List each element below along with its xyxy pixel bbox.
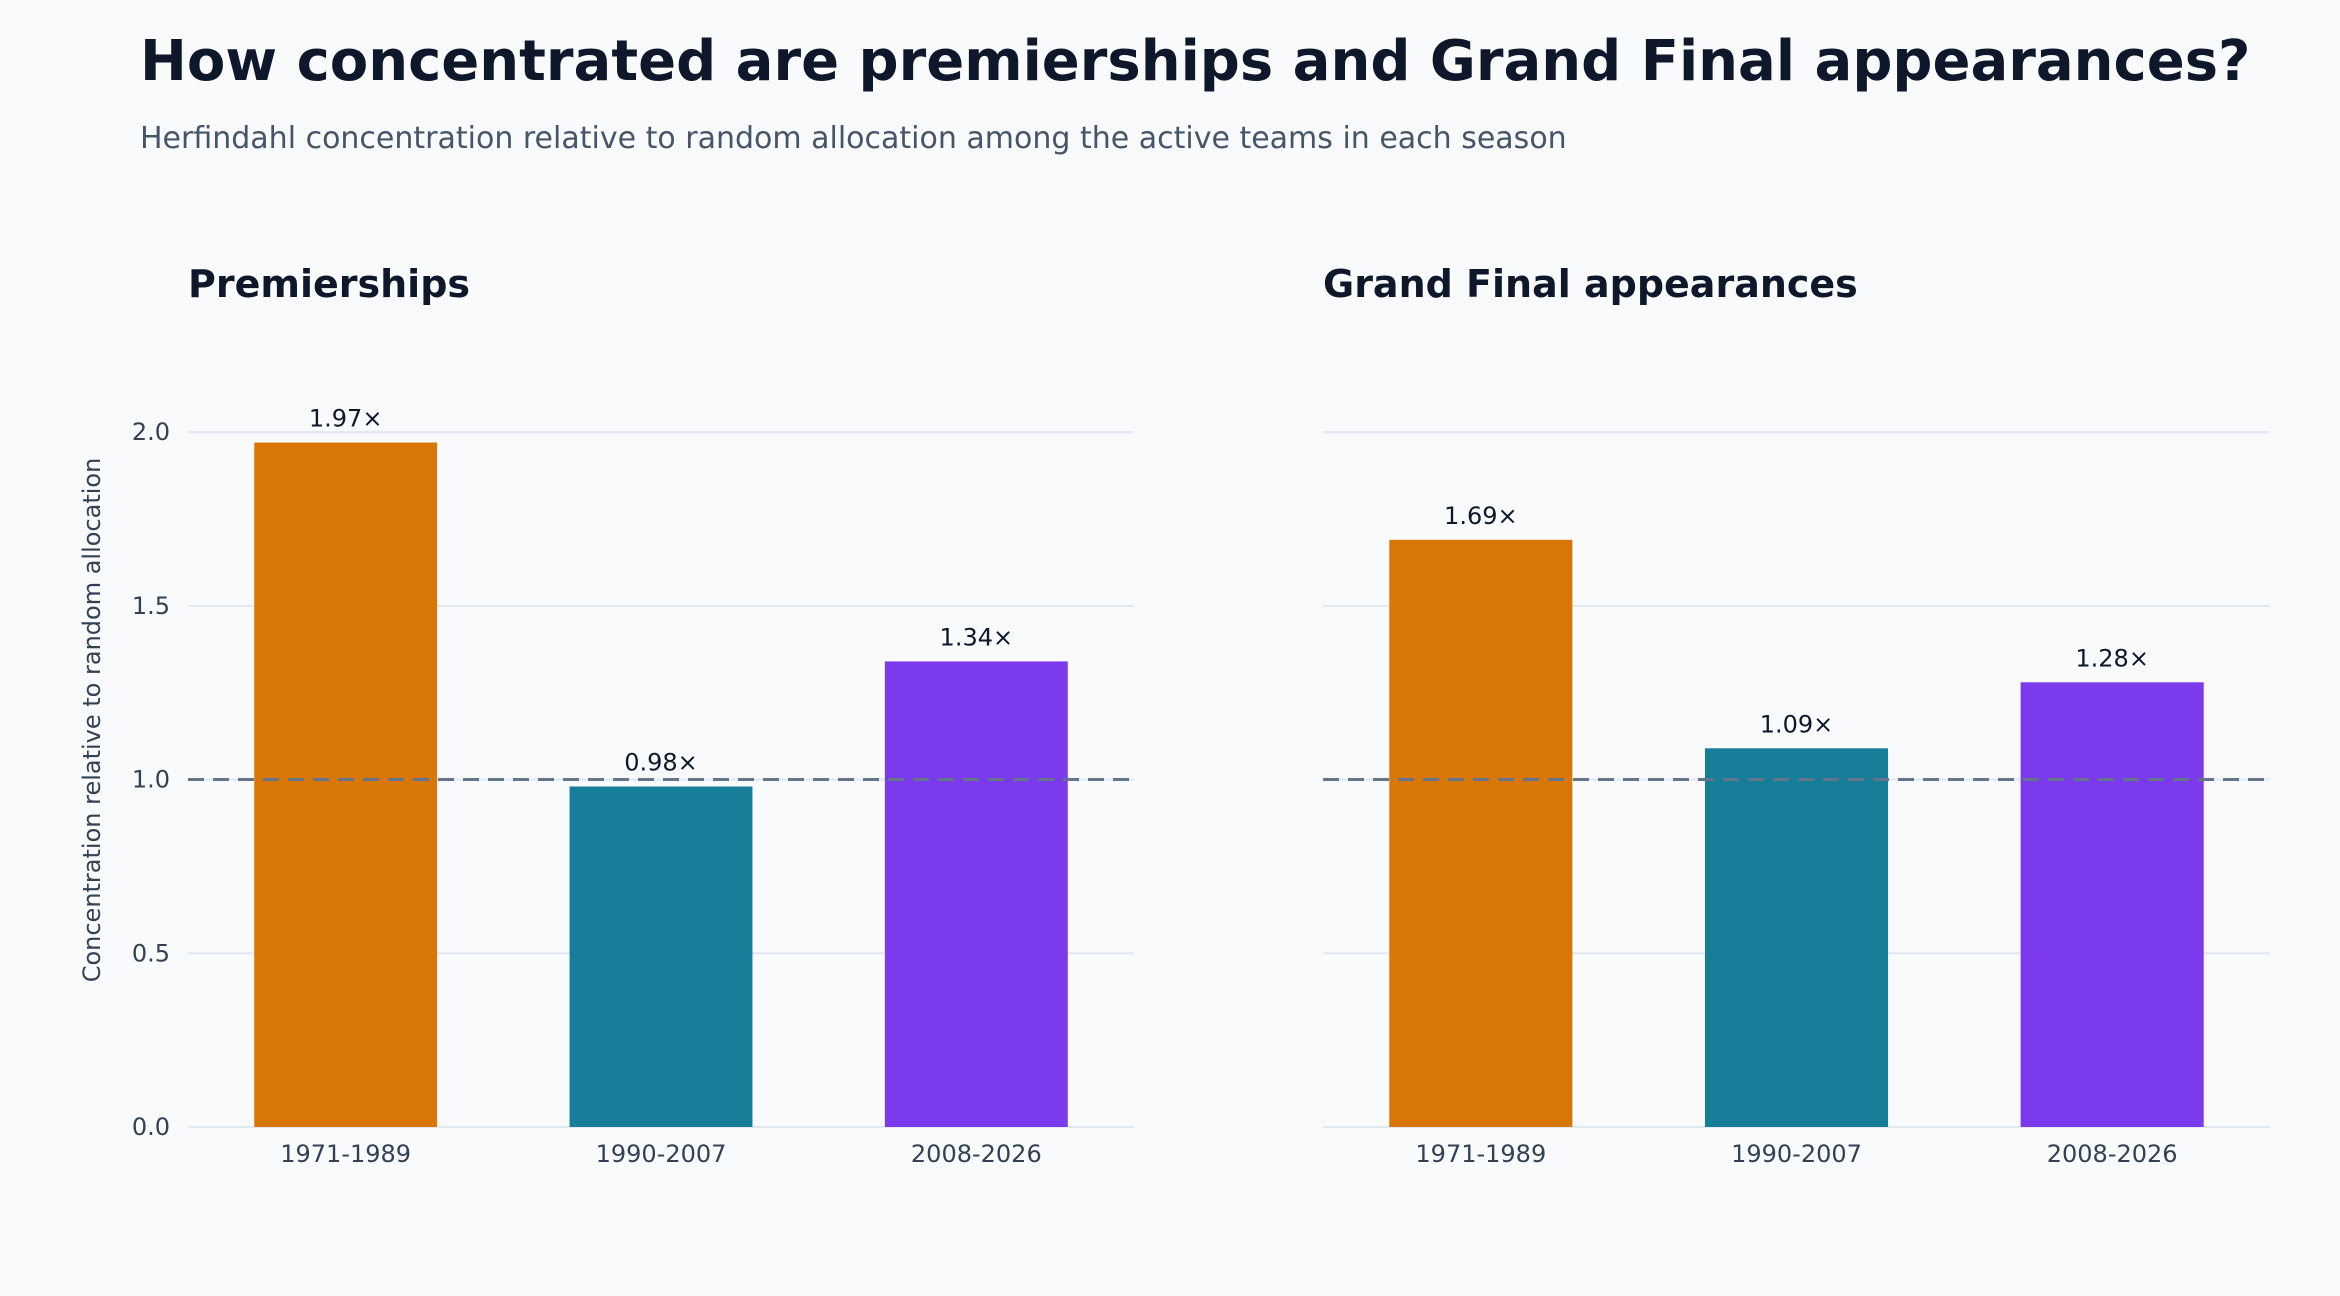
y-tick-label: 0.0 xyxy=(132,1113,170,1141)
bar-1990-2007 xyxy=(1704,748,1889,1127)
y-tick-label: 0.5 xyxy=(132,939,170,967)
bar-2008-2026 xyxy=(2020,682,2204,1127)
bar-1990-2007 xyxy=(569,786,753,1127)
panel-premierships: Premierships Concentration relative to r… xyxy=(78,262,1134,1168)
plot-area-grand-final-appearances: 1.69× 1971-1989 1.09× 1990-2007 1.28× 2008-20… xyxy=(1323,431,2270,1168)
bar-1971-1989 xyxy=(254,442,438,1127)
x-tick-label: 1990-2007 xyxy=(596,1140,727,1168)
data-label: 1.69× xyxy=(1444,502,1518,530)
y-tick-label: 2.0 xyxy=(132,418,170,446)
y-axis-label: Concentration relative to random allocat… xyxy=(78,458,106,983)
x-tick-label: 1990-2007 xyxy=(1731,1140,1862,1168)
data-label: 1.09× xyxy=(1760,710,1834,738)
panel-title-premierships: Premierships xyxy=(188,262,470,306)
x-tick-label: 2008-2026 xyxy=(911,1140,1042,1168)
figure-subtitle: Herfindahl concentration relative to ran… xyxy=(140,121,1567,156)
panel-title-grand-final-appearances: Grand Final appearances xyxy=(1323,262,1858,306)
data-label: 1.28× xyxy=(2075,644,2149,672)
figure-title: How concentrated are premierships and Gr… xyxy=(140,29,2251,94)
x-tick-label: 1971-1989 xyxy=(280,1140,411,1168)
data-label: 1.34× xyxy=(940,623,1014,651)
data-label: 1.97× xyxy=(309,405,383,433)
y-tick-label: 1.5 xyxy=(132,592,170,620)
x-tick-label: 2008-2026 xyxy=(2047,1140,2178,1168)
panel-grand-final-appearances: Grand Final appearances 1.69×1971-19891.… xyxy=(1323,262,2270,1168)
data-label: 0.98× xyxy=(624,749,698,777)
x-tick-label: 1971-1989 xyxy=(1415,1140,1546,1168)
plot-area-premierships: 0.0 0.5 1.0 1.5 2.0 1.97× 1971-1989 0.98× 1990-2… xyxy=(132,405,1134,1168)
bar-2008-2026 xyxy=(884,661,1068,1127)
bar-1971-1989 xyxy=(1389,539,1573,1127)
y-tick-label: 1.0 xyxy=(132,766,170,794)
